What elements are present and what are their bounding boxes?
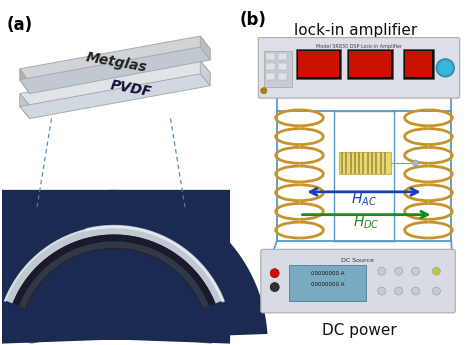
Bar — [266, 73, 275, 80]
Text: (b): (b) — [240, 11, 267, 29]
Ellipse shape — [412, 160, 419, 166]
Text: $H_{DC}$: $H_{DC}$ — [353, 215, 379, 231]
Ellipse shape — [432, 267, 440, 275]
Text: 00000000 A: 00000000 A — [310, 271, 344, 276]
Text: lock-in amplifier: lock-in amplifier — [294, 23, 418, 38]
Ellipse shape — [411, 287, 419, 295]
Ellipse shape — [378, 267, 386, 275]
FancyBboxPatch shape — [339, 152, 391, 174]
Bar — [264, 51, 292, 87]
Polygon shape — [20, 93, 30, 118]
Polygon shape — [20, 74, 210, 118]
Ellipse shape — [270, 283, 279, 292]
Text: (a): (a) — [7, 16, 33, 34]
Text: $H_{AC}$: $H_{AC}$ — [351, 192, 377, 208]
Text: Model SR830 DSP Lock-in Amplifier: Model SR830 DSP Lock-in Amplifier — [316, 44, 402, 49]
Ellipse shape — [439, 62, 451, 74]
Bar — [278, 63, 287, 70]
Ellipse shape — [395, 267, 402, 275]
Bar — [278, 53, 287, 60]
Bar — [402, 49, 434, 79]
Text: DC power: DC power — [322, 323, 396, 338]
Ellipse shape — [261, 88, 267, 93]
FancyBboxPatch shape — [261, 249, 455, 313]
Bar — [2, 190, 230, 229]
Bar — [295, 49, 341, 79]
Text: 00000000 A: 00000000 A — [310, 282, 344, 287]
Ellipse shape — [395, 287, 402, 295]
Polygon shape — [201, 61, 210, 86]
FancyBboxPatch shape — [258, 38, 460, 98]
Polygon shape — [20, 69, 30, 93]
Text: PVDF: PVDF — [109, 78, 153, 99]
Bar — [289, 265, 366, 301]
Polygon shape — [20, 36, 210, 83]
Polygon shape — [165, 190, 230, 344]
Polygon shape — [20, 47, 210, 93]
Bar — [298, 51, 339, 77]
Text: DC Source: DC Source — [341, 258, 374, 263]
Text: Metglas: Metglas — [84, 51, 148, 75]
Ellipse shape — [270, 269, 279, 278]
Bar — [349, 51, 391, 77]
Ellipse shape — [411, 267, 419, 275]
Ellipse shape — [378, 287, 386, 295]
Polygon shape — [201, 36, 210, 60]
Bar — [347, 49, 393, 79]
Polygon shape — [20, 61, 210, 106]
Polygon shape — [19, 241, 209, 308]
Bar — [278, 73, 287, 80]
Polygon shape — [5, 227, 223, 304]
Polygon shape — [2, 190, 56, 344]
Bar — [405, 51, 432, 77]
Polygon shape — [0, 190, 267, 344]
Polygon shape — [12, 235, 216, 306]
Bar — [266, 53, 275, 60]
Bar — [266, 63, 275, 70]
Ellipse shape — [432, 287, 440, 295]
Ellipse shape — [437, 59, 454, 77]
